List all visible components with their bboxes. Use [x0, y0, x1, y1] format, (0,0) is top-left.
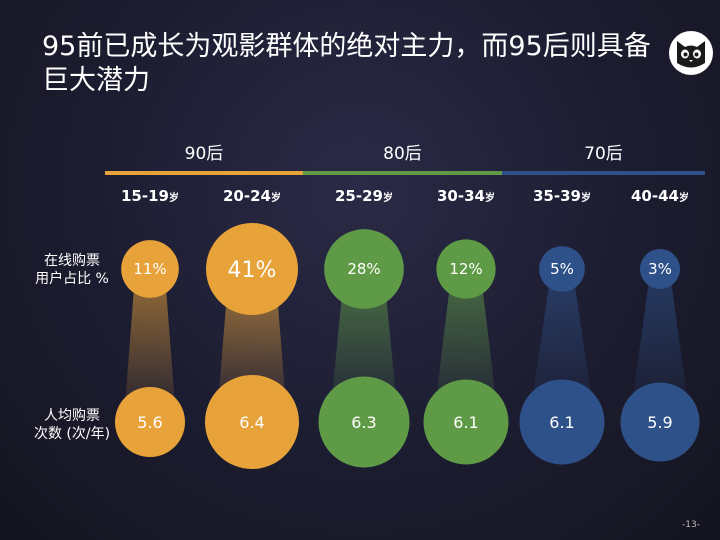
connector-cone: [331, 292, 397, 404]
ticket-bubble: [423, 379, 509, 465]
share-value-label: 28%: [347, 260, 380, 278]
group-label: 80后: [383, 144, 422, 164]
page-number: -13-: [682, 520, 700, 530]
cat-icon: [669, 31, 713, 75]
ticket-value-label: 5.6: [137, 413, 162, 432]
connector-cones: [124, 281, 689, 408]
category-label: 35-39岁: [533, 187, 591, 205]
ticket-bubble: [205, 375, 299, 469]
ticket-bubble: [115, 387, 185, 457]
share-bubble: [539, 246, 585, 292]
share-value-label: 41%: [228, 258, 277, 283]
ticket-bubble: [620, 382, 700, 462]
group-bar: [502, 171, 705, 175]
share-value-label: 3%: [648, 260, 672, 278]
group-bar: [105, 171, 303, 175]
category-label: 20-24岁: [223, 187, 281, 205]
share-value-label: 5%: [550, 260, 574, 278]
ticket-value-label: 6.1: [549, 413, 574, 432]
connector-cone: [435, 286, 497, 405]
share-bubble: [640, 249, 680, 289]
group-bar: [303, 171, 502, 175]
connector-cone: [124, 286, 176, 408]
category-label: 25-29岁: [335, 187, 393, 205]
ticket-value-label: 6.3: [351, 413, 376, 432]
share-bubble: [324, 229, 404, 309]
share-bubble: [436, 239, 496, 299]
share-value-label: 11%: [133, 260, 166, 278]
ticket-value-label: 5.9: [647, 413, 672, 432]
connector-cone: [531, 282, 593, 405]
category-labels: 15-19岁 20-24岁 25-29岁 30-34岁 35-39岁 40-44岁: [121, 187, 689, 205]
ticket-value-label: 6.4: [239, 413, 264, 432]
group-label: 70后: [584, 144, 623, 164]
group-label: 90后: [185, 144, 224, 164]
row-label-share: 在线购票 用户占比 %: [35, 253, 109, 287]
category-label: 40-44岁: [631, 187, 689, 205]
share-bubbles: 11% 41% 28% 12% 5% 3%: [121, 223, 680, 315]
ticket-bubble: [318, 376, 410, 468]
share-bubble: [206, 223, 298, 315]
ticket-bubbles: 5.6 6.4 6.3 6.1 6.1 5.9: [115, 375, 700, 469]
ticket-value-label: 6.1: [453, 413, 478, 432]
share-value-label: 12%: [449, 260, 482, 278]
category-label: 15-19岁: [121, 187, 179, 205]
category-label: 30-34岁: [437, 187, 495, 205]
share-bubble: [121, 240, 179, 298]
row-label-tickets: 人均购票 次数 (次/年): [33, 408, 111, 442]
connector-cone: [218, 296, 286, 404]
page-title: 95前已成长为观影群体的绝对主力，而95后则具备巨大潜力: [42, 31, 651, 96]
ticket-bubble: [519, 379, 605, 465]
connector-cone: [631, 281, 689, 407]
age-group-bars: 90后 80后 70后: [105, 144, 705, 175]
